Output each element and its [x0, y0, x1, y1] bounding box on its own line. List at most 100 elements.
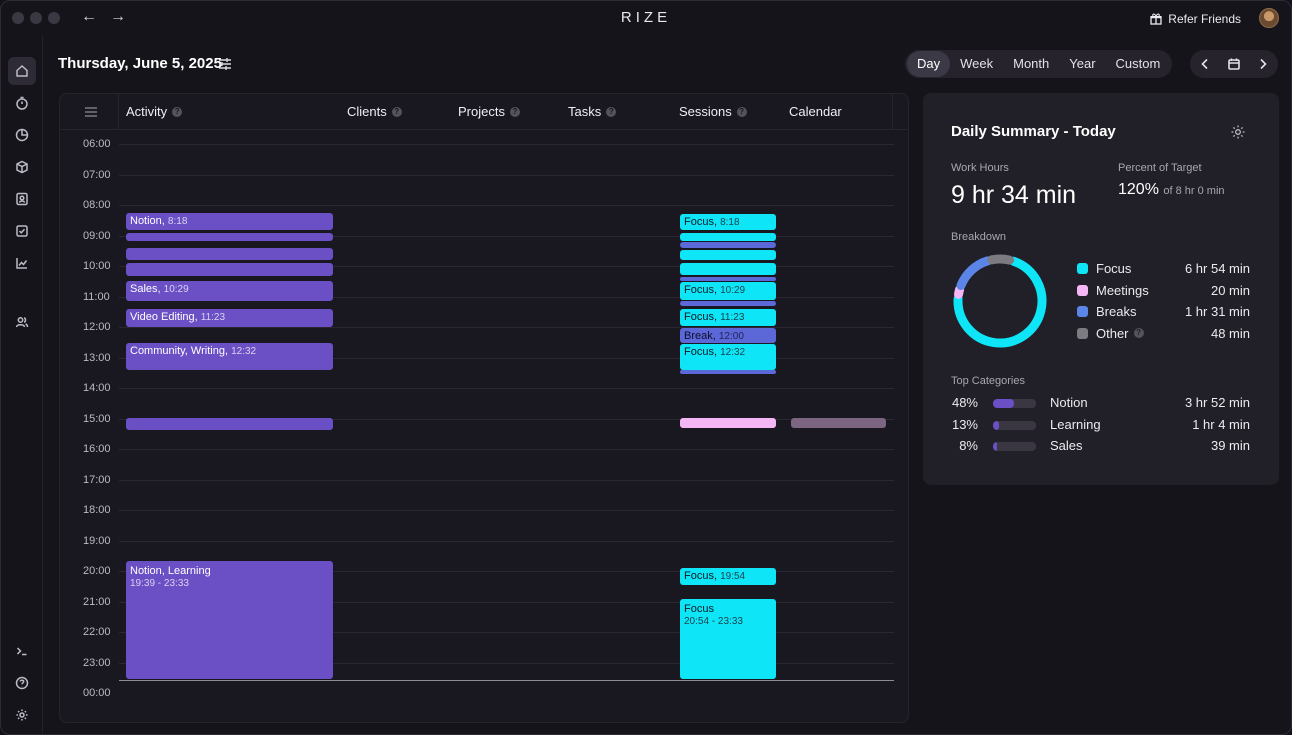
percent-of-target: of 8 hr 0 min: [1163, 185, 1225, 197]
help-icon[interactable]: ?: [391, 106, 402, 117]
hour-label: 11:00: [83, 290, 110, 303]
hour-gridline: [119, 449, 894, 450]
session-block[interactable]: [680, 277, 776, 281]
column-header-calendar[interactable]: Calendar: [789, 104, 842, 119]
breakdown-row-focus[interactable]: Focus 6 hr 54 min: [1077, 261, 1250, 277]
block-separator: ,: [224, 345, 232, 357]
forward-arrow-icon[interactable]: →: [110, 8, 126, 25]
terminal-icon[interactable]: [8, 637, 36, 665]
activity-block[interactable]: Community, Writing, 12:32: [126, 343, 333, 370]
zoom-window-button[interactable]: [48, 12, 60, 24]
tab-custom[interactable]: Custom: [1115, 56, 1161, 71]
category-row-notion[interactable]: 48% Notion 3 hr 52 min: [951, 395, 1250, 411]
filter-sliders-icon[interactable]: [217, 56, 233, 72]
checkbox-icon[interactable]: [8, 217, 36, 245]
breakdown-row-meetings[interactable]: Meetings 20 min: [1077, 283, 1250, 299]
category-value: 39 min: [1210, 438, 1250, 453]
session-block[interactable]: [680, 301, 776, 306]
category-value: 1 hr 4 min: [1192, 416, 1250, 432]
calendar-icon[interactable]: [1227, 57, 1241, 71]
legend-value: 6 hr 54 min: [1184, 261, 1250, 276]
session-block[interactable]: [680, 233, 776, 241]
users-icon[interactable]: [8, 308, 36, 336]
session-block[interactable]: Focus 20:54 - 23:33: [680, 599, 776, 679]
timer-icon[interactable]: [8, 89, 36, 117]
activity-block[interactable]: [126, 248, 333, 260]
session-block[interactable]: Focus, 10:29: [680, 282, 776, 300]
block-time: 12:00: [718, 331, 744, 342]
help-icon[interactable]: ?: [1133, 328, 1144, 338]
block-name: Focus: [684, 346, 714, 358]
activity-block[interactable]: [126, 418, 333, 430]
back-arrow-icon[interactable]: ←: [81, 8, 97, 25]
hour-gridline: [119, 235, 894, 237]
tab-week[interactable]: Week: [960, 56, 994, 71]
column-header-tasks[interactable]: Tasks?: [568, 104, 617, 119]
activity-block[interactable]: Sales, 10:29: [126, 281, 333, 301]
settings-icon[interactable]: [8, 701, 36, 729]
avatar[interactable]: [1259, 8, 1279, 28]
category-row-sales[interactable]: 8% Sales 39 min: [951, 438, 1250, 454]
chevron-right-icon[interactable]: [1256, 57, 1270, 71]
block-name: Community, Writing: [130, 345, 225, 357]
breakdown-row-breaks[interactable]: Breaks 1 hr 31 min: [1077, 304, 1250, 320]
session-block[interactable]: Focus, 19:54: [680, 568, 776, 585]
session-block[interactable]: Break, 12:00: [680, 328, 776, 343]
minimize-window-button[interactable]: [30, 12, 42, 24]
session-block[interactable]: Focus, 12:32: [680, 344, 776, 370]
cube-icon[interactable]: [8, 153, 36, 181]
activity-block[interactable]: [126, 233, 333, 241]
timeline-panel: Activity? Clients? Projects? Tasks? Sessions…: [59, 93, 909, 723]
legend-value: 20 min: [1210, 282, 1250, 298]
block-name: Focus: [684, 284, 714, 296]
session-block[interactable]: [680, 242, 776, 248]
hour-gridline: [119, 632, 894, 633]
line-chart-icon[interactable]: [8, 249, 36, 277]
help-icon[interactable]: ?: [736, 106, 747, 117]
session-block[interactable]: Focus, 11:23: [680, 309, 776, 326]
help-icon[interactable]: ?: [606, 106, 617, 117]
close-window-button[interactable]: [12, 12, 24, 24]
block-separator: ,: [712, 330, 719, 342]
chevron-left-icon[interactable]: [1198, 57, 1212, 71]
tab-year[interactable]: Year: [1069, 56, 1096, 71]
breakdown-row-other[interactable]: Other? 48 min: [1077, 326, 1250, 342]
daily-summary-card: Daily Summary - Today Work Hours 9 hr 34…: [923, 93, 1279, 485]
column-header-projects[interactable]: Projects?: [458, 104, 520, 119]
session-block[interactable]: [680, 250, 776, 260]
activity-block[interactable]: Notion, 8:18: [126, 213, 333, 230]
activity-block[interactable]: Video Editing, 11:23: [126, 309, 333, 327]
hour-label: 12:00: [83, 321, 111, 333]
tab-day[interactable]: Day: [907, 51, 951, 77]
column-header-activity[interactable]: Activity?: [126, 104, 183, 119]
help-icon[interactable]: ?: [172, 106, 183, 117]
hour-gridline: [119, 144, 894, 145]
activity-block[interactable]: [126, 263, 333, 276]
session-block[interactable]: Focus, 8:18: [680, 214, 776, 230]
sidebar: [1, 35, 43, 734]
gear-icon[interactable]: [1230, 124, 1246, 140]
meeting-block[interactable]: [680, 418, 776, 428]
help-icon[interactable]: [8, 669, 36, 697]
help-icon[interactable]: ?: [509, 106, 520, 117]
contact-card-icon[interactable]: [8, 185, 36, 213]
session-block[interactable]: [680, 370, 776, 374]
category-row-learning[interactable]: 13% Learning 1 hr 4 min: [951, 417, 1250, 433]
refer-friends-button[interactable]: Refer Friends: [1150, 12, 1241, 26]
category-progress-fill: [993, 399, 1014, 408]
pie-chart-icon[interactable]: [8, 121, 36, 149]
activity-block[interactable]: Notion, Learning 19:39 - 23:33: [126, 561, 333, 679]
column-header-sessions[interactable]: Sessions?: [679, 104, 747, 119]
tab-month[interactable]: Month: [1013, 56, 1050, 71]
home-icon[interactable]: [8, 57, 36, 85]
column-header-clients[interactable]: Clients?: [347, 104, 402, 119]
session-block[interactable]: [680, 263, 776, 275]
legend-name: Breaks: [1096, 304, 1136, 319]
block-name: Video Editing: [130, 311, 195, 323]
menu-icon[interactable]: [84, 105, 98, 119]
legend-label: Meetings: [1096, 282, 1149, 298]
legend-name: Focus: [1096, 261, 1131, 276]
hour-label: 08:00: [83, 199, 111, 211]
calendar-event-block[interactable]: [791, 418, 886, 428]
